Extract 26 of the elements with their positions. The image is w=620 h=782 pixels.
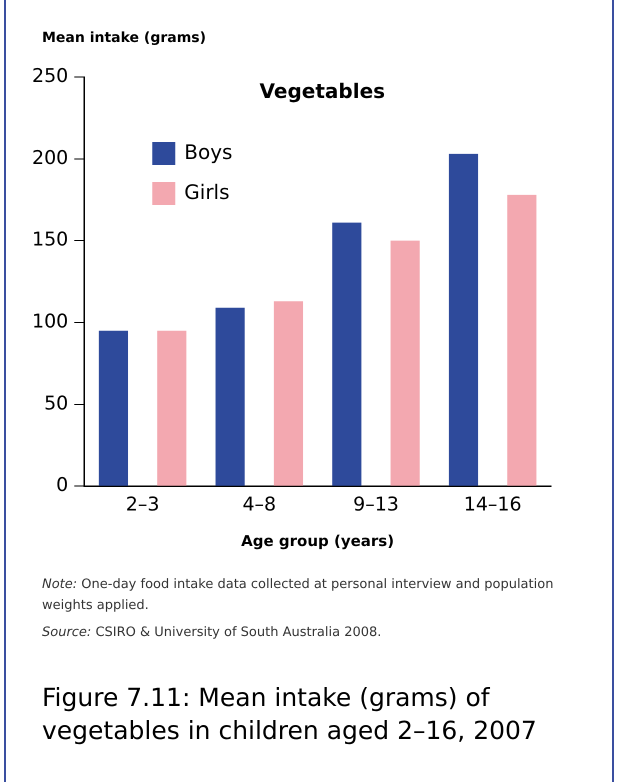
bar bbox=[216, 308, 245, 486]
bar bbox=[390, 240, 420, 486]
legend-label: Boys bbox=[184, 140, 232, 164]
y-tick-label: 50 bbox=[44, 392, 68, 414]
x-tick-label: 14–16 bbox=[464, 494, 522, 516]
x-tick-label: 2–3 bbox=[126, 494, 160, 516]
chart-subtitle: Vegetables bbox=[260, 79, 386, 104]
y-tick-label: 0 bbox=[56, 474, 68, 496]
text: Figure 7.11: Mean intake (grams) of vegetables in children aged 2–16, 2007 bbox=[42, 682, 538, 746]
x-axis-title: Age group (years) bbox=[241, 532, 394, 550]
bar bbox=[274, 301, 304, 486]
x-tick-label: 9–13 bbox=[353, 494, 399, 516]
source-note: Source: CSIRO & University of South Australia 2008. bbox=[42, 624, 382, 642]
bar bbox=[448, 154, 478, 486]
bar bbox=[98, 330, 128, 486]
y-tick-label: 100 bbox=[32, 310, 68, 332]
legend-label: Girls bbox=[184, 180, 230, 204]
y-tick-label: 250 bbox=[32, 64, 68, 87]
y-tick-label: 150 bbox=[32, 228, 68, 251]
bar bbox=[157, 330, 186, 486]
x-tick-label: 4–8 bbox=[242, 494, 276, 516]
y-tick-label: 200 bbox=[32, 146, 68, 169]
bar bbox=[507, 194, 536, 486]
y-axis-title: Mean intake (grams) bbox=[42, 30, 206, 46]
bar bbox=[332, 222, 362, 486]
text: Note: One-day food intake data collected at personal interview and population weights applied. bbox=[42, 576, 554, 615]
